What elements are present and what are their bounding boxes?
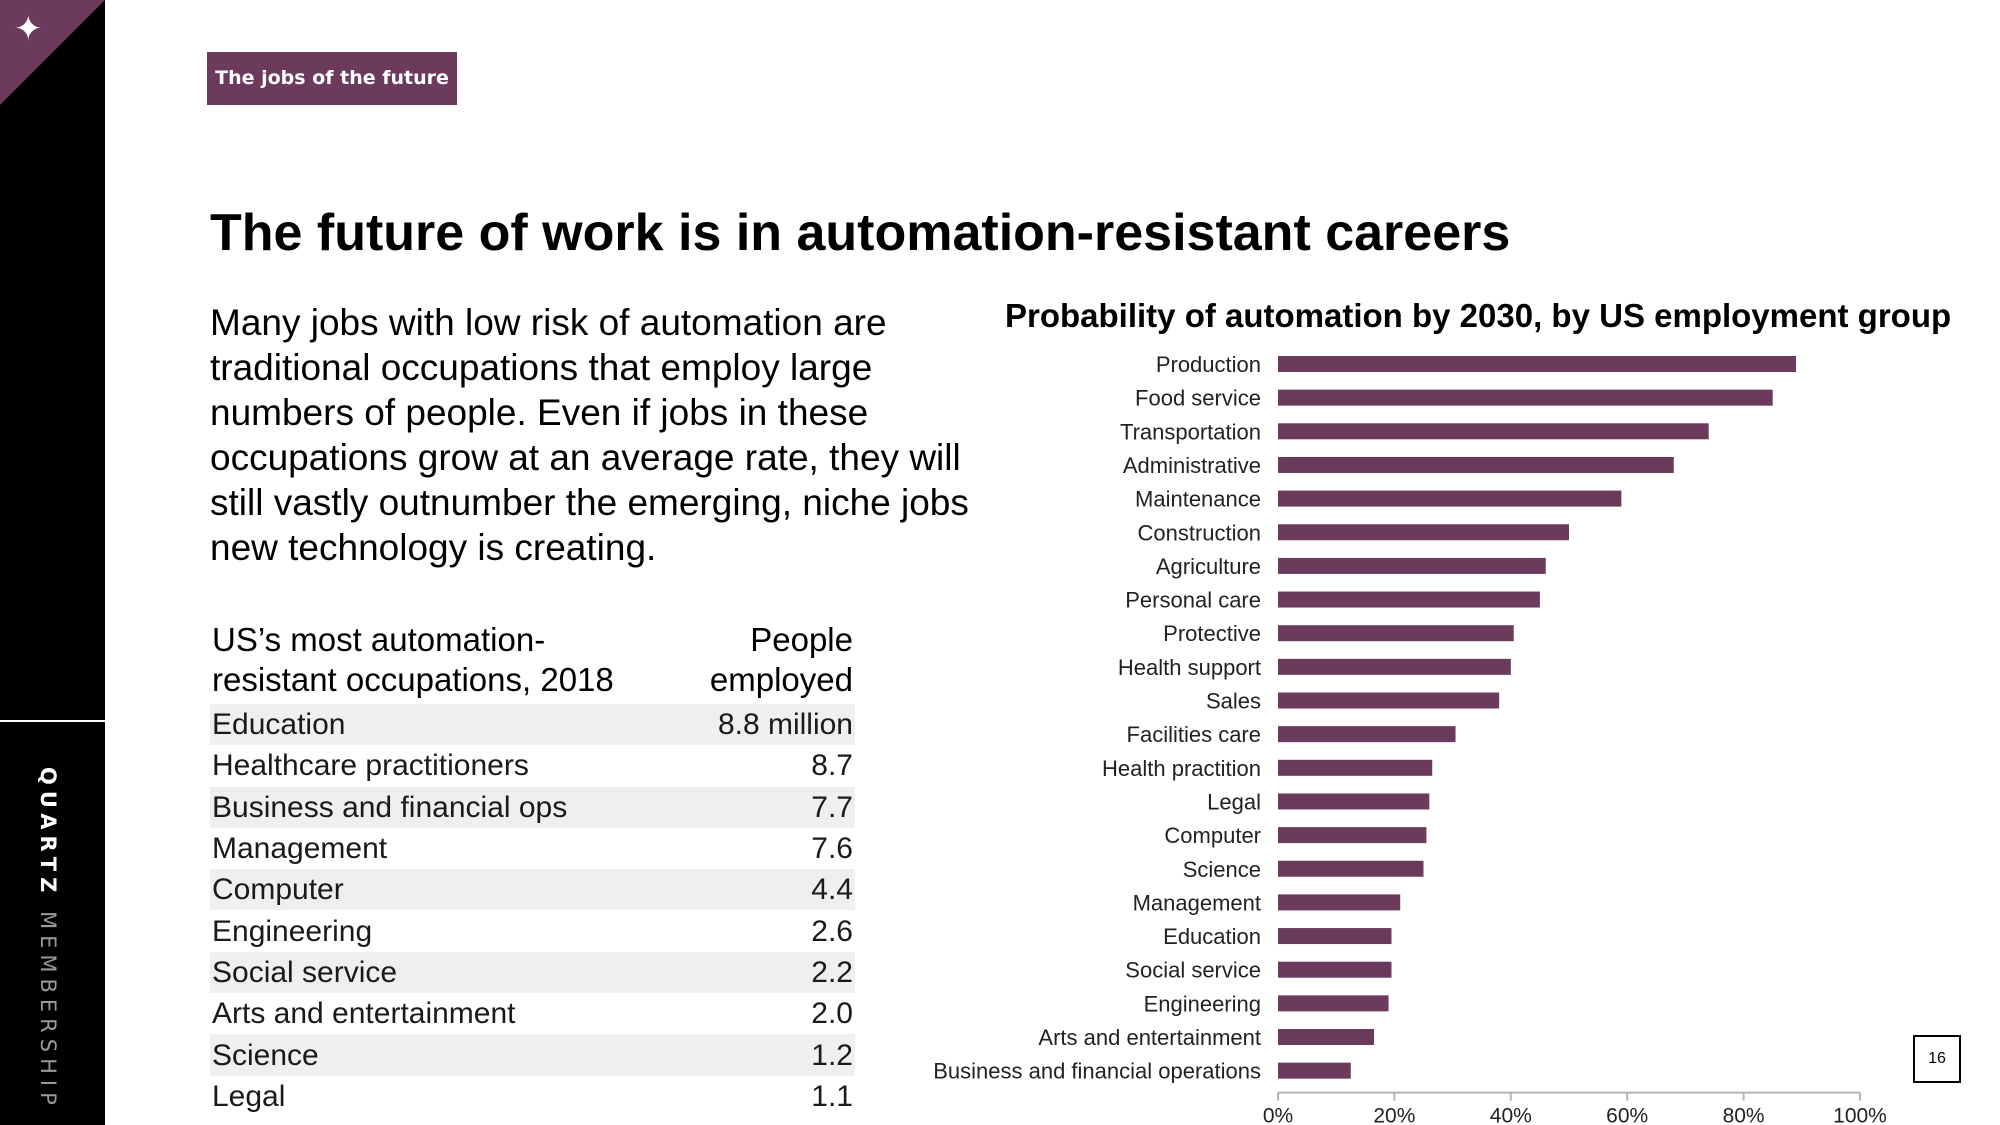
people-employed-cell: 8.7 bbox=[811, 749, 853, 783]
people-employed-cell: 7.6 bbox=[811, 832, 853, 866]
category-label: Transportation bbox=[1120, 419, 1261, 444]
bar-2 bbox=[1278, 423, 1709, 440]
category-label: Management bbox=[1133, 890, 1261, 915]
table-row: Engineering 2.6 bbox=[210, 910, 855, 951]
table-row: Healthcare practitioners 8.7 bbox=[210, 745, 855, 786]
category-label: Sales bbox=[1206, 689, 1261, 714]
table-row: Education 8.8 million bbox=[210, 704, 855, 746]
header-people-employed: People employed bbox=[709, 621, 853, 698]
bar-13 bbox=[1278, 793, 1430, 810]
rail-divider bbox=[0, 720, 105, 722]
bar-17 bbox=[1278, 928, 1392, 945]
bar-15 bbox=[1278, 860, 1424, 877]
category-label: Protective bbox=[1163, 621, 1261, 646]
table-header-row: US’s most automation-resistant occupatio… bbox=[210, 620, 855, 704]
bar-21 bbox=[1278, 1062, 1351, 1079]
brand-light: MEMBERSHIP bbox=[36, 910, 60, 1111]
occupation-cell: Legal bbox=[212, 1079, 286, 1113]
brand-wordmark: QUARTZ MEMBERSHIP bbox=[36, 767, 60, 1111]
occupations-table: US’s most automation-resistant occupatio… bbox=[210, 620, 855, 1117]
category-label: Production bbox=[1156, 352, 1261, 377]
left-rail: ✦ QUARTZ MEMBERSHIP bbox=[0, 0, 105, 1125]
table-row: Science 1.2 bbox=[210, 1034, 855, 1076]
bar-19 bbox=[1278, 995, 1389, 1012]
category-label: Personal care bbox=[1125, 588, 1261, 613]
bar-10 bbox=[1278, 692, 1500, 709]
x-tick-label: 0% bbox=[1263, 1105, 1293, 1125]
people-employed-cell: 2.0 bbox=[811, 997, 853, 1031]
header-occupation: US’s most automation-resistant occupatio… bbox=[212, 621, 614, 698]
category-label: Education bbox=[1163, 924, 1261, 949]
category-label: Facilities care bbox=[1127, 722, 1261, 747]
bar-6 bbox=[1278, 557, 1546, 574]
bar-0 bbox=[1278, 356, 1796, 372]
table-body: Education 8.8 million Healthcare practitio… bbox=[210, 704, 855, 1117]
people-employed-cell: 8.8 million bbox=[655, 704, 855, 746]
category-label: Arts and entertainment bbox=[1038, 1025, 1261, 1050]
category-label: Agriculture bbox=[1156, 554, 1261, 579]
table-row: Business and financial ops 7.7 bbox=[210, 786, 855, 828]
people-employed-cell: 2.6 bbox=[811, 914, 853, 948]
brand-strong: QUARTZ bbox=[36, 767, 60, 899]
bar-9 bbox=[1278, 658, 1511, 675]
page-title: The future of work is in automation-resi… bbox=[210, 204, 1511, 262]
table-row: Management 7.6 bbox=[210, 828, 855, 869]
occupation-cell: Science bbox=[210, 1034, 656, 1076]
intro-paragraph: Many jobs with low risk of automation ar… bbox=[210, 302, 969, 568]
people-employed-cell: 7.7 bbox=[655, 786, 855, 828]
bar-12 bbox=[1278, 759, 1433, 776]
occupation-cell: Business and financial ops bbox=[210, 786, 656, 828]
people-employed-cell: 1.2 bbox=[655, 1034, 855, 1076]
people-employed-cell: 2.2 bbox=[655, 951, 855, 994]
bar-3 bbox=[1278, 456, 1674, 473]
table-row: Arts and entertainment 2.0 bbox=[210, 993, 855, 1034]
table-row: Social service 2.2 bbox=[210, 951, 855, 994]
x-tick-label: 60% bbox=[1606, 1105, 1648, 1125]
occupation-cell: Education bbox=[210, 704, 656, 746]
rail-corner-accent bbox=[0, 0, 105, 105]
category-label: Business and financial operations bbox=[933, 1059, 1261, 1084]
bar-11 bbox=[1278, 726, 1456, 743]
occupation-cell: Arts and entertainment bbox=[212, 997, 516, 1031]
bar-1 bbox=[1278, 389, 1773, 406]
category-label: Administrative bbox=[1123, 453, 1261, 478]
table-row: Legal 1.1 bbox=[210, 1076, 855, 1117]
category-label: Health practition bbox=[1102, 756, 1261, 781]
page-number: 16 bbox=[1913, 1035, 1961, 1083]
category-label: Health support bbox=[1118, 655, 1261, 680]
bar-7 bbox=[1278, 591, 1540, 608]
table-row: Computer 4.4 bbox=[210, 869, 855, 911]
bar-20 bbox=[1278, 1029, 1375, 1045]
occupation-cell: Engineering bbox=[212, 914, 373, 948]
occupation-cell: Management bbox=[212, 832, 388, 866]
section-tag: The jobs of the future bbox=[207, 52, 457, 105]
bar-5 bbox=[1278, 524, 1569, 541]
sparkle-icon: ✦ bbox=[14, 9, 43, 49]
category-label: Science bbox=[1183, 857, 1261, 882]
occupation-cell: Healthcare practitioners bbox=[212, 749, 529, 783]
people-employed-cell: 1.1 bbox=[811, 1079, 853, 1113]
occupation-cell: Computer bbox=[210, 869, 656, 911]
x-tick-label: 20% bbox=[1373, 1105, 1415, 1125]
category-label: Maintenance bbox=[1135, 487, 1261, 512]
bar-8 bbox=[1278, 625, 1514, 642]
x-tick-label: 80% bbox=[1723, 1105, 1765, 1125]
x-tick-label: 40% bbox=[1490, 1105, 1532, 1125]
category-label: Engineering bbox=[1144, 991, 1261, 1016]
category-label: Food service bbox=[1135, 386, 1261, 411]
category-label: Legal bbox=[1207, 789, 1261, 814]
category-label: Computer bbox=[1164, 823, 1261, 848]
chart-title: Probability of automation by 2030, by US… bbox=[1005, 297, 1952, 334]
bar-14 bbox=[1278, 827, 1427, 844]
bar-4 bbox=[1278, 490, 1622, 507]
bar-16 bbox=[1278, 894, 1401, 911]
x-tick-label: 100% bbox=[1833, 1105, 1887, 1125]
category-label: Social service bbox=[1125, 958, 1261, 983]
occupation-cell: Social service bbox=[210, 951, 656, 994]
people-employed-cell: 4.4 bbox=[655, 869, 855, 911]
category-label: Construction bbox=[1137, 520, 1261, 545]
bar-18 bbox=[1278, 961, 1392, 978]
